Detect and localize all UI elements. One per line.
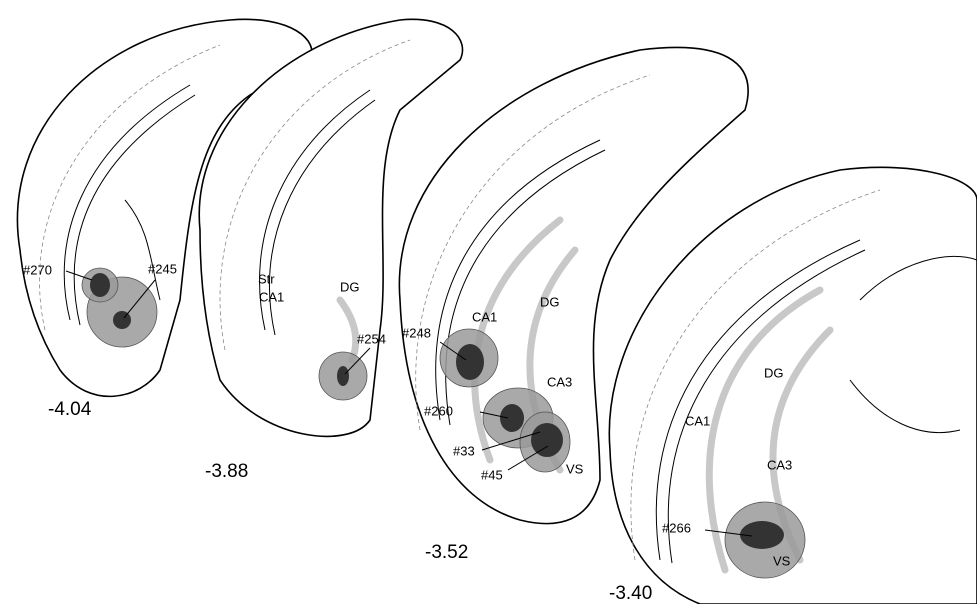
lesion-label: #245 bbox=[148, 261, 177, 276]
lesion-core bbox=[337, 366, 349, 386]
region-label: CA1 bbox=[472, 309, 497, 324]
lesion-label: #248 bbox=[402, 325, 431, 340]
lesion-label: #45 bbox=[481, 467, 503, 482]
region-label: VS bbox=[566, 461, 584, 476]
region-label: VS bbox=[773, 553, 791, 568]
region-label: CA3 bbox=[547, 374, 572, 389]
coordinate-label: -3.52 bbox=[425, 542, 468, 563]
lesion-core bbox=[531, 423, 563, 457]
lesion-core bbox=[113, 311, 131, 329]
region-label: CA1 bbox=[685, 413, 710, 428]
lesion-label: #254 bbox=[357, 331, 386, 346]
lesion-core bbox=[500, 404, 524, 432]
region-label: Str bbox=[258, 271, 275, 286]
region-label: DG bbox=[340, 279, 360, 294]
region-label: DG bbox=[764, 365, 784, 380]
lesion-label: #260 bbox=[424, 403, 453, 418]
lesion-label: #33 bbox=[453, 443, 475, 458]
coordinate-label: -3.88 bbox=[205, 461, 248, 482]
lesion-core bbox=[90, 273, 110, 297]
coordinate-label: -3.40 bbox=[609, 583, 652, 604]
diagram: #270 #245 -4.04 Str CA1 DG #254 -3.88 bbox=[0, 0, 977, 604]
region-label: CA1 bbox=[259, 289, 284, 304]
coordinate-label: -4.04 bbox=[48, 399, 92, 420]
region-label: DG bbox=[540, 294, 560, 309]
lesion-core bbox=[456, 344, 484, 380]
lesion-label: #270 bbox=[23, 262, 52, 277]
section-4: DG CA1 CA3 VS #266 -3.40 bbox=[609, 167, 977, 604]
lesion-label: #266 bbox=[662, 520, 691, 535]
region-label: CA3 bbox=[767, 457, 792, 472]
